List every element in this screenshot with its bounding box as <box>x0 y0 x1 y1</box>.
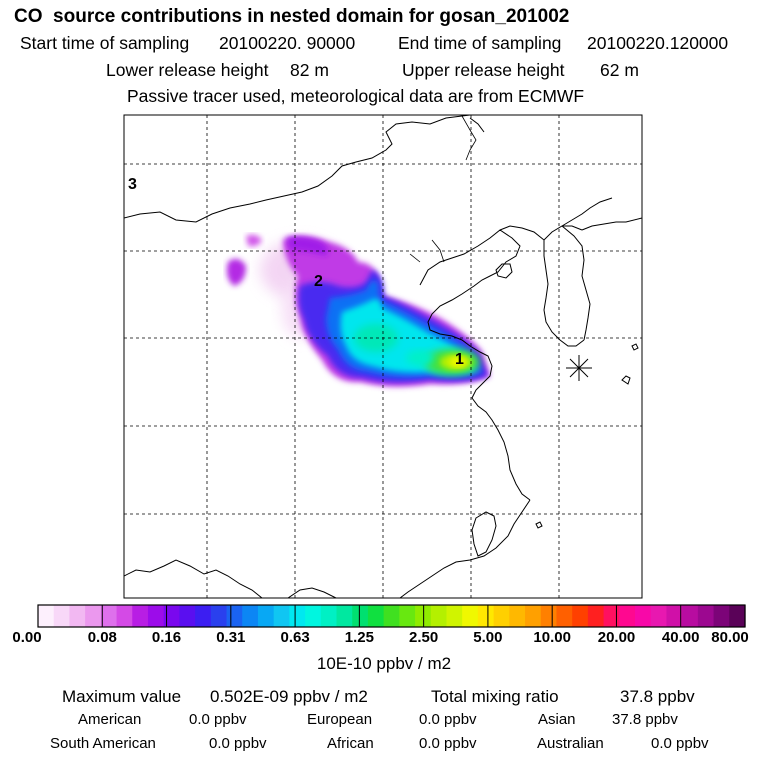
colorbar-cell <box>509 605 526 627</box>
colorbar-cell <box>493 605 510 627</box>
colorbar-tick-label: 20.00 <box>597 629 636 646</box>
colorbar-cell <box>273 605 290 627</box>
colorbar-cell <box>289 605 306 627</box>
region-name-australian: Australian <box>537 735 604 752</box>
colorbar-tick-label: 10.00 <box>533 629 571 646</box>
colorbar-cell <box>147 605 165 627</box>
region-value-american: 0.0 ppbv <box>189 711 247 728</box>
colorbar-cell <box>603 605 620 627</box>
source-marker-3: 3 <box>128 176 137 193</box>
colorbar-cell <box>69 605 86 627</box>
start-time-value: 20100220. 90000 <box>219 33 356 53</box>
colorbar-tick-label: 0.08 <box>87 629 117 646</box>
colorbar-cell <box>242 605 259 627</box>
region-value-asian: 37.8 ppbv <box>612 711 678 728</box>
colorbar-cell <box>100 605 118 627</box>
inland-borders <box>409 115 477 263</box>
map-subtitle: Passive tracer used, meteorological data… <box>127 86 585 106</box>
colorbar-tick-label: 0.31 <box>216 629 246 646</box>
map-frame <box>123 114 643 599</box>
region-name-african: African <box>327 735 374 752</box>
colorbar-units: 10E-10 ppbv / m2 <box>316 654 452 673</box>
colorbar-tick-label: 1.25 <box>344 629 374 646</box>
coastlines <box>124 115 642 598</box>
source-marker-1: 1 <box>455 351 464 368</box>
colorbar-cell <box>38 605 55 627</box>
colorbar-cell <box>556 605 573 627</box>
colorbar-tick-label: 0.00 <box>12 629 42 646</box>
colorbar-cell <box>226 605 243 627</box>
colorbar-cell <box>682 605 699 627</box>
receptor-star-icon <box>566 355 592 381</box>
colorbar-cell <box>399 605 416 627</box>
end-time-value: 20100220.120000 <box>587 33 729 53</box>
max-value-label: Maximum value <box>62 687 182 706</box>
region-name-south-american: South American <box>50 735 156 752</box>
colorbar-cell <box>116 605 133 627</box>
lower-release-value: 82 m <box>290 60 329 80</box>
max-value: 0.502E-09 ppbv / m2 <box>210 687 368 706</box>
upper-release-value: 62 m <box>600 60 639 80</box>
region-value-european: 0.0 ppbv <box>419 711 477 728</box>
colorbar-cell <box>163 605 180 627</box>
colorbar-cell <box>713 605 730 627</box>
colorbar-cell <box>619 605 636 627</box>
colorbar-frame <box>37 604 746 628</box>
colorbar-cell <box>383 605 400 627</box>
colorbar-tick-label: 0.16 <box>151 629 182 646</box>
colorbar-tick-label: 5.00 <box>473 629 503 646</box>
total-mixing-label: Total mixing ratio <box>431 687 559 706</box>
colorbar-cell <box>257 605 275 627</box>
colorbar-tick-label: 40.00 <box>661 629 700 646</box>
colorbar-cell <box>430 605 448 627</box>
colorbar-cell <box>195 605 212 627</box>
start-time-label: Start time of sampling <box>20 33 190 53</box>
colorbar-cell <box>587 605 605 627</box>
region-name-european: European <box>307 711 373 728</box>
region-name-asian: Asian <box>538 711 576 728</box>
colorbar-cell <box>666 605 683 627</box>
source-marker-2: 2 <box>314 273 323 290</box>
colorbar-cell <box>305 605 322 627</box>
colorbar-cell <box>179 605 196 627</box>
colorbar-cell <box>446 605 463 627</box>
colorbar-cell <box>85 605 102 627</box>
colorbar-cell <box>697 605 715 627</box>
colorbar-cell <box>650 605 668 627</box>
colorbar-tick-label: 80.00 <box>711 629 749 646</box>
lat-lon-grid <box>124 115 642 598</box>
colorbar-tick-label: 2.50 <box>408 629 439 646</box>
colorbar-cell <box>572 605 589 627</box>
colorbar-cell <box>540 605 558 627</box>
colorbar-cell <box>635 605 652 627</box>
colorbar-cell <box>132 605 149 627</box>
colorbar-cell <box>352 605 369 627</box>
colorbar-cell <box>525 605 542 627</box>
region-value-south-american: 0.0 ppbv <box>209 735 267 752</box>
end-time-label: End time of sampling <box>398 33 562 53</box>
colorbar-cell <box>336 605 353 627</box>
map-title: CO source contributions in nested domain… <box>14 6 570 27</box>
colorbar <box>38 605 746 627</box>
colorbar-cell <box>477 605 495 627</box>
total-mixing-value: 37.8 ppbv <box>620 687 695 706</box>
region-value-african: 0.0 ppbv <box>419 735 477 752</box>
upper-release-label: Upper release height <box>402 60 565 80</box>
colorbar-cell <box>729 605 746 627</box>
colorbar-tick-label: 0.63 <box>280 629 310 646</box>
region-name-american: American <box>78 711 142 728</box>
colorbar-cell <box>367 605 385 627</box>
colorbar-cell <box>210 605 228 627</box>
plume-core <box>406 349 480 375</box>
lower-release-label: Lower release height <box>106 60 269 80</box>
region-value-australian: 0.0 ppbv <box>651 735 709 752</box>
colorbar-cell <box>462 605 479 627</box>
colorbar-cell <box>53 605 71 627</box>
colorbar-cell <box>320 605 338 627</box>
